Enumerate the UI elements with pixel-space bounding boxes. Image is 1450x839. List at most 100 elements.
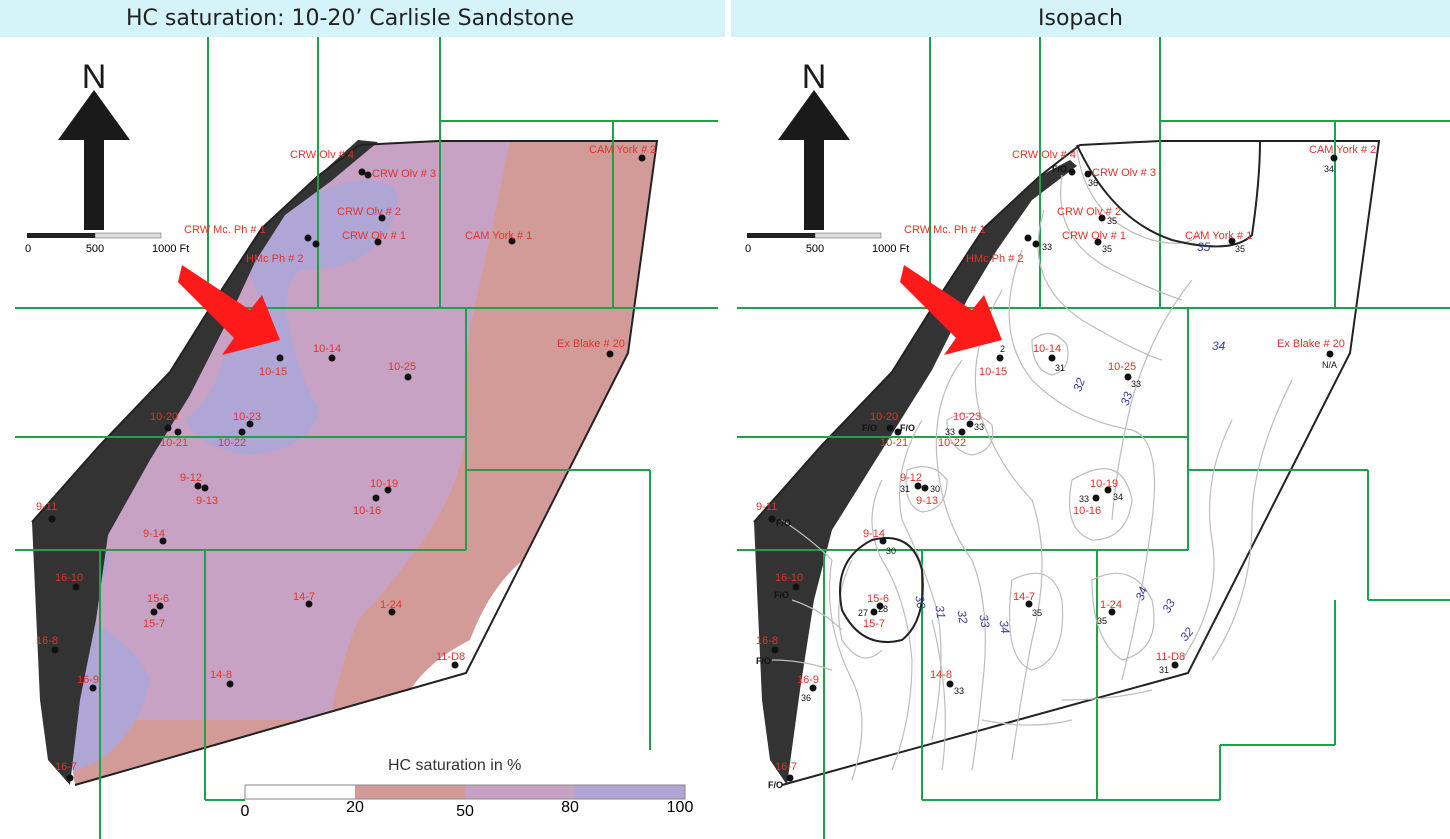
north-arrow: N xyxy=(778,58,850,230)
contour-label: 34 xyxy=(996,619,1012,635)
well-label: 9-14 xyxy=(863,528,885,540)
well-crw-olv-1: CRW Olv # 1 xyxy=(342,230,406,246)
well-value: 28 xyxy=(878,604,888,614)
well-label: Ex Blake # 20 xyxy=(1277,338,1345,350)
well-label: CRW Olv # 1 xyxy=(342,230,406,242)
well-crw-olv-3: CRW Olv # 336 xyxy=(1084,167,1156,188)
scale-tick-1000: 1000 Ft xyxy=(152,243,189,255)
well-label: CRW Olv # 4 xyxy=(290,149,354,161)
legend-class-20-50 xyxy=(355,785,465,799)
well-10-14: 10-14 31 xyxy=(1033,343,1065,373)
contour-label: 31 xyxy=(932,604,948,620)
well-15-6: 15-6 27 xyxy=(858,593,889,618)
hc-saturation-map: N 0 500 1000 Ft CRW Olv # 4 CRW Olv # 3 … xyxy=(15,37,718,839)
section-lines xyxy=(737,37,1450,839)
well-label: 9-13 xyxy=(916,495,938,507)
north-label: N xyxy=(802,58,827,96)
well-value: 33 xyxy=(945,427,955,437)
well-label: CAM York # 2 xyxy=(589,144,656,156)
well-value: 33 xyxy=(1079,494,1089,504)
well-16-9: 16-9 36 xyxy=(797,674,819,703)
well-value: F/O xyxy=(900,423,915,433)
well-value: 35 xyxy=(1032,608,1042,618)
contour-label: 32 xyxy=(1070,376,1088,394)
well-label: 10-14 xyxy=(313,343,341,355)
field-boundary xyxy=(753,140,1381,786)
well-15-7: 15-7 28 xyxy=(863,604,888,630)
well-9-11: 9-11 F/O xyxy=(756,501,791,528)
well-hmc-ph-2: HMc Ph # 2 xyxy=(966,240,1040,265)
right-panel-title-bar: Isopach xyxy=(731,0,1450,37)
legend-class-50-80 xyxy=(465,785,575,799)
well-16-10: 16-10 xyxy=(55,572,83,591)
well-label: 9-11 xyxy=(756,501,777,513)
well-value: 36 xyxy=(801,693,811,703)
well-value: F/O xyxy=(776,518,791,528)
well-16-9: 16-9 xyxy=(77,674,99,692)
well-label: 10-19 xyxy=(370,478,398,490)
well-label: Ex Blake # 20 xyxy=(557,338,625,350)
well-value: F/O xyxy=(774,590,789,600)
legend-tick-0: 0 xyxy=(241,803,250,820)
legend-tick-50: 50 xyxy=(456,803,474,820)
legend-class-0-20 xyxy=(245,785,355,799)
well-label: 10-19 xyxy=(1090,478,1118,490)
well-ex-blake-20: Ex Blake # 20 N/A xyxy=(1277,338,1345,370)
well-10-15: 10-15 xyxy=(259,354,287,378)
well-value: 35 xyxy=(1107,216,1117,226)
isopach-bold-contours xyxy=(839,140,1261,643)
well-10-25: 10-25 33 xyxy=(1108,361,1141,389)
well-value: 36 xyxy=(1088,178,1098,188)
well-10-23: 10-23 xyxy=(233,411,261,428)
contour-label: 34 xyxy=(1133,585,1151,603)
section-lines xyxy=(15,37,718,839)
well-value: 31 xyxy=(1055,363,1065,373)
well-value: F/O xyxy=(768,780,783,790)
well-value: 2 xyxy=(1000,344,1005,354)
well-label: 9-11 xyxy=(36,501,57,513)
well-value: N/A xyxy=(1322,360,1337,370)
well-label: 1-24 xyxy=(380,599,402,611)
well-label: 10-14 xyxy=(1033,343,1061,355)
well-value: 30 xyxy=(930,484,940,494)
well-label: 15-6 xyxy=(147,593,169,605)
well-10-25: 10-25 xyxy=(388,361,416,381)
contour-label: 34 xyxy=(1212,339,1226,353)
well-label: 14-8 xyxy=(930,669,952,681)
well-10-20: 10-20 xyxy=(150,411,178,432)
well-10-19: 10-19 xyxy=(370,478,398,494)
well-label: CRW Olv # 4 xyxy=(1012,149,1076,161)
well-14-7: 14-7 35 xyxy=(1013,591,1042,618)
well-label: 10-22 xyxy=(218,437,246,449)
well-label: CRW Olv # 3 xyxy=(1092,167,1156,179)
well-label: 10-23 xyxy=(953,411,981,423)
well-value: 34 xyxy=(1113,492,1123,502)
well-1-24: 1-24 35 xyxy=(1097,599,1122,626)
well-crw-olv-2: CRW Olv # 235 xyxy=(1057,206,1121,226)
well-value: 30 xyxy=(886,546,896,556)
well-label: CRW Mc. Ph # 1 xyxy=(184,224,266,236)
well-16-7: 16-7 xyxy=(55,761,77,782)
contour-label: 33 xyxy=(976,613,992,629)
contour-label: 30 xyxy=(912,594,928,610)
well-label: 9-12 xyxy=(180,472,202,484)
left-panel-title-bar: HC saturation: 10-20’ Carlisle Sandstone xyxy=(0,0,725,37)
fault-zone xyxy=(32,140,378,785)
well-label: 1-24 xyxy=(1100,599,1122,611)
highlight-arrow xyxy=(178,265,280,355)
well-value: 33 xyxy=(974,422,984,432)
well-label: 10-25 xyxy=(1108,361,1136,373)
scale-tick-0: 0 xyxy=(745,243,751,255)
well-value: 35 xyxy=(1097,616,1107,626)
well-value: 31 xyxy=(1159,665,1169,675)
well-10-22: 10-22 xyxy=(218,428,246,449)
legend-tick-100: 100 xyxy=(667,799,694,816)
saturation-zones xyxy=(32,141,657,785)
well-value: 31 xyxy=(900,484,910,494)
well-label: 16-8 xyxy=(756,635,778,647)
well-16-8: 16-8 F/O xyxy=(756,635,779,666)
scale-tick-1000: 1000 Ft xyxy=(872,243,909,255)
well-10-20: 10-20F/O xyxy=(862,411,898,433)
